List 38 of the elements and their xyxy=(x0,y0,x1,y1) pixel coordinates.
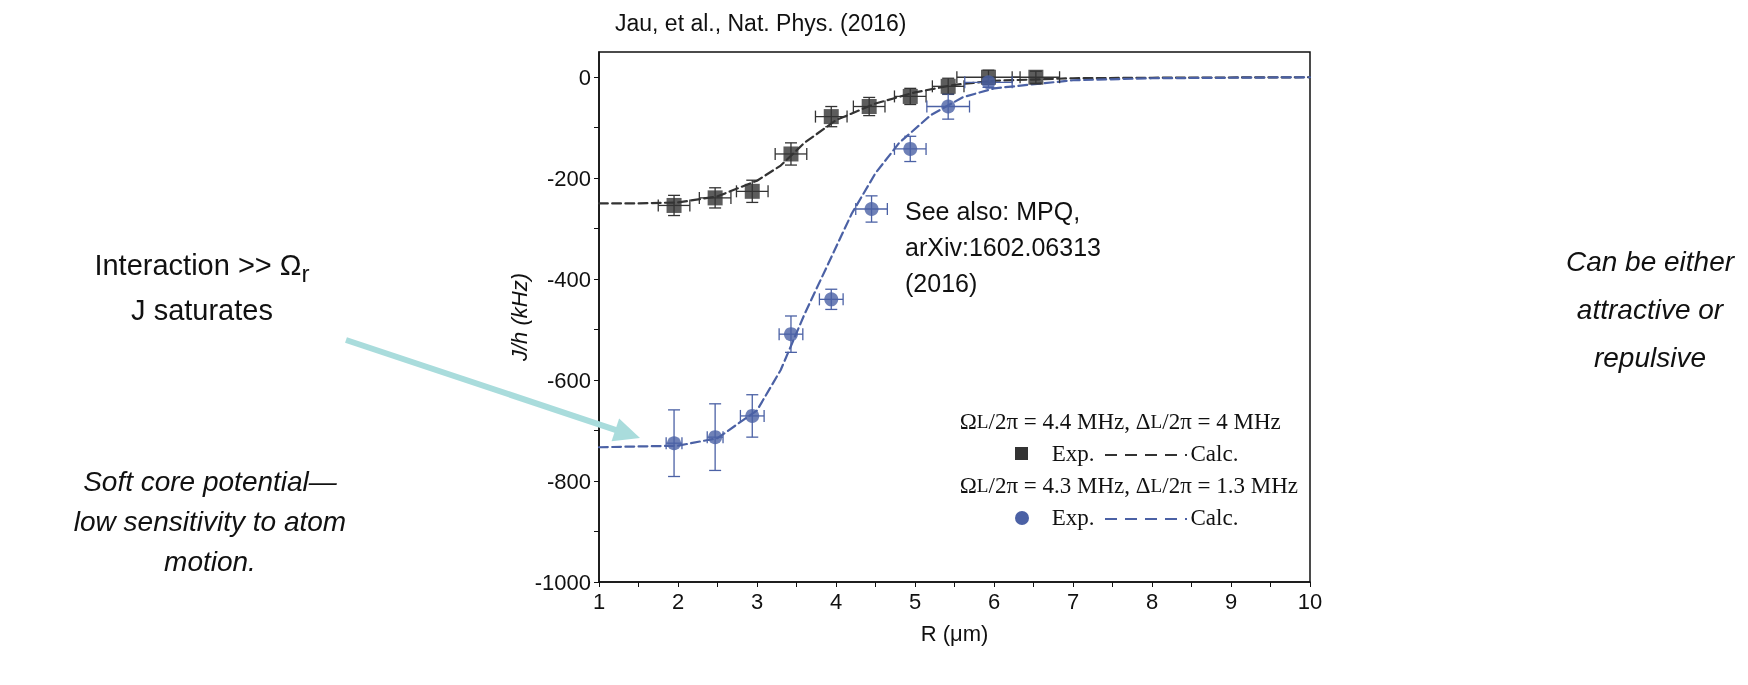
x-tick-label: 2 xyxy=(671,588,685,614)
point xyxy=(744,183,760,199)
x-tick-label: 9 xyxy=(1224,588,1238,614)
annotation: See also: MPQ, arXiv:1602.06313 (2016) xyxy=(905,196,1101,299)
point xyxy=(783,146,799,162)
y-tick-label: 0 xyxy=(578,64,591,90)
x-axis-title: R (μm) xyxy=(920,620,989,646)
legend-label: Exp. xyxy=(1051,440,1095,468)
legend-label: Exp. xyxy=(1051,504,1095,532)
x-tick-label: 3 xyxy=(750,588,764,614)
y-tick-label: -600 xyxy=(546,367,591,393)
y-axis-title: J/h (kHz) xyxy=(507,273,533,362)
x-tick-label: 5 xyxy=(908,588,922,614)
point xyxy=(823,109,839,125)
legend-label: Calc. xyxy=(1190,504,1239,532)
x-tick-label: 6 xyxy=(987,588,1001,614)
text: Can be either attractive or repulsive xyxy=(1564,245,1736,375)
point xyxy=(783,327,798,342)
x-tick-label: 10 xyxy=(1297,588,1323,614)
text: Interaction >> Ω$_{r}$ xyxy=(93,248,311,289)
point xyxy=(941,99,956,114)
x-tick-label: 4 xyxy=(829,588,843,614)
point xyxy=(745,408,760,423)
y-tick-label: -800 xyxy=(546,468,591,494)
y-tick-label: -400 xyxy=(546,266,591,292)
point xyxy=(666,197,682,213)
y-tick-label: -200 xyxy=(546,165,591,191)
point xyxy=(824,292,839,307)
y-tick-label: -1000 xyxy=(534,569,591,595)
legend-label: Calc. xyxy=(1190,440,1239,468)
text: Soft core potential— low sensitivity to atom motion. xyxy=(72,465,348,579)
x-tick-label: 8 xyxy=(1145,588,1159,614)
point xyxy=(903,141,918,156)
chart-title: Jau, et al., Nat. Phys. (2016) xyxy=(615,9,907,36)
point xyxy=(864,201,879,216)
x-tick-label: 7 xyxy=(1066,588,1080,614)
x-tick-label: 1 xyxy=(592,588,606,614)
text: J saturates xyxy=(130,293,274,328)
